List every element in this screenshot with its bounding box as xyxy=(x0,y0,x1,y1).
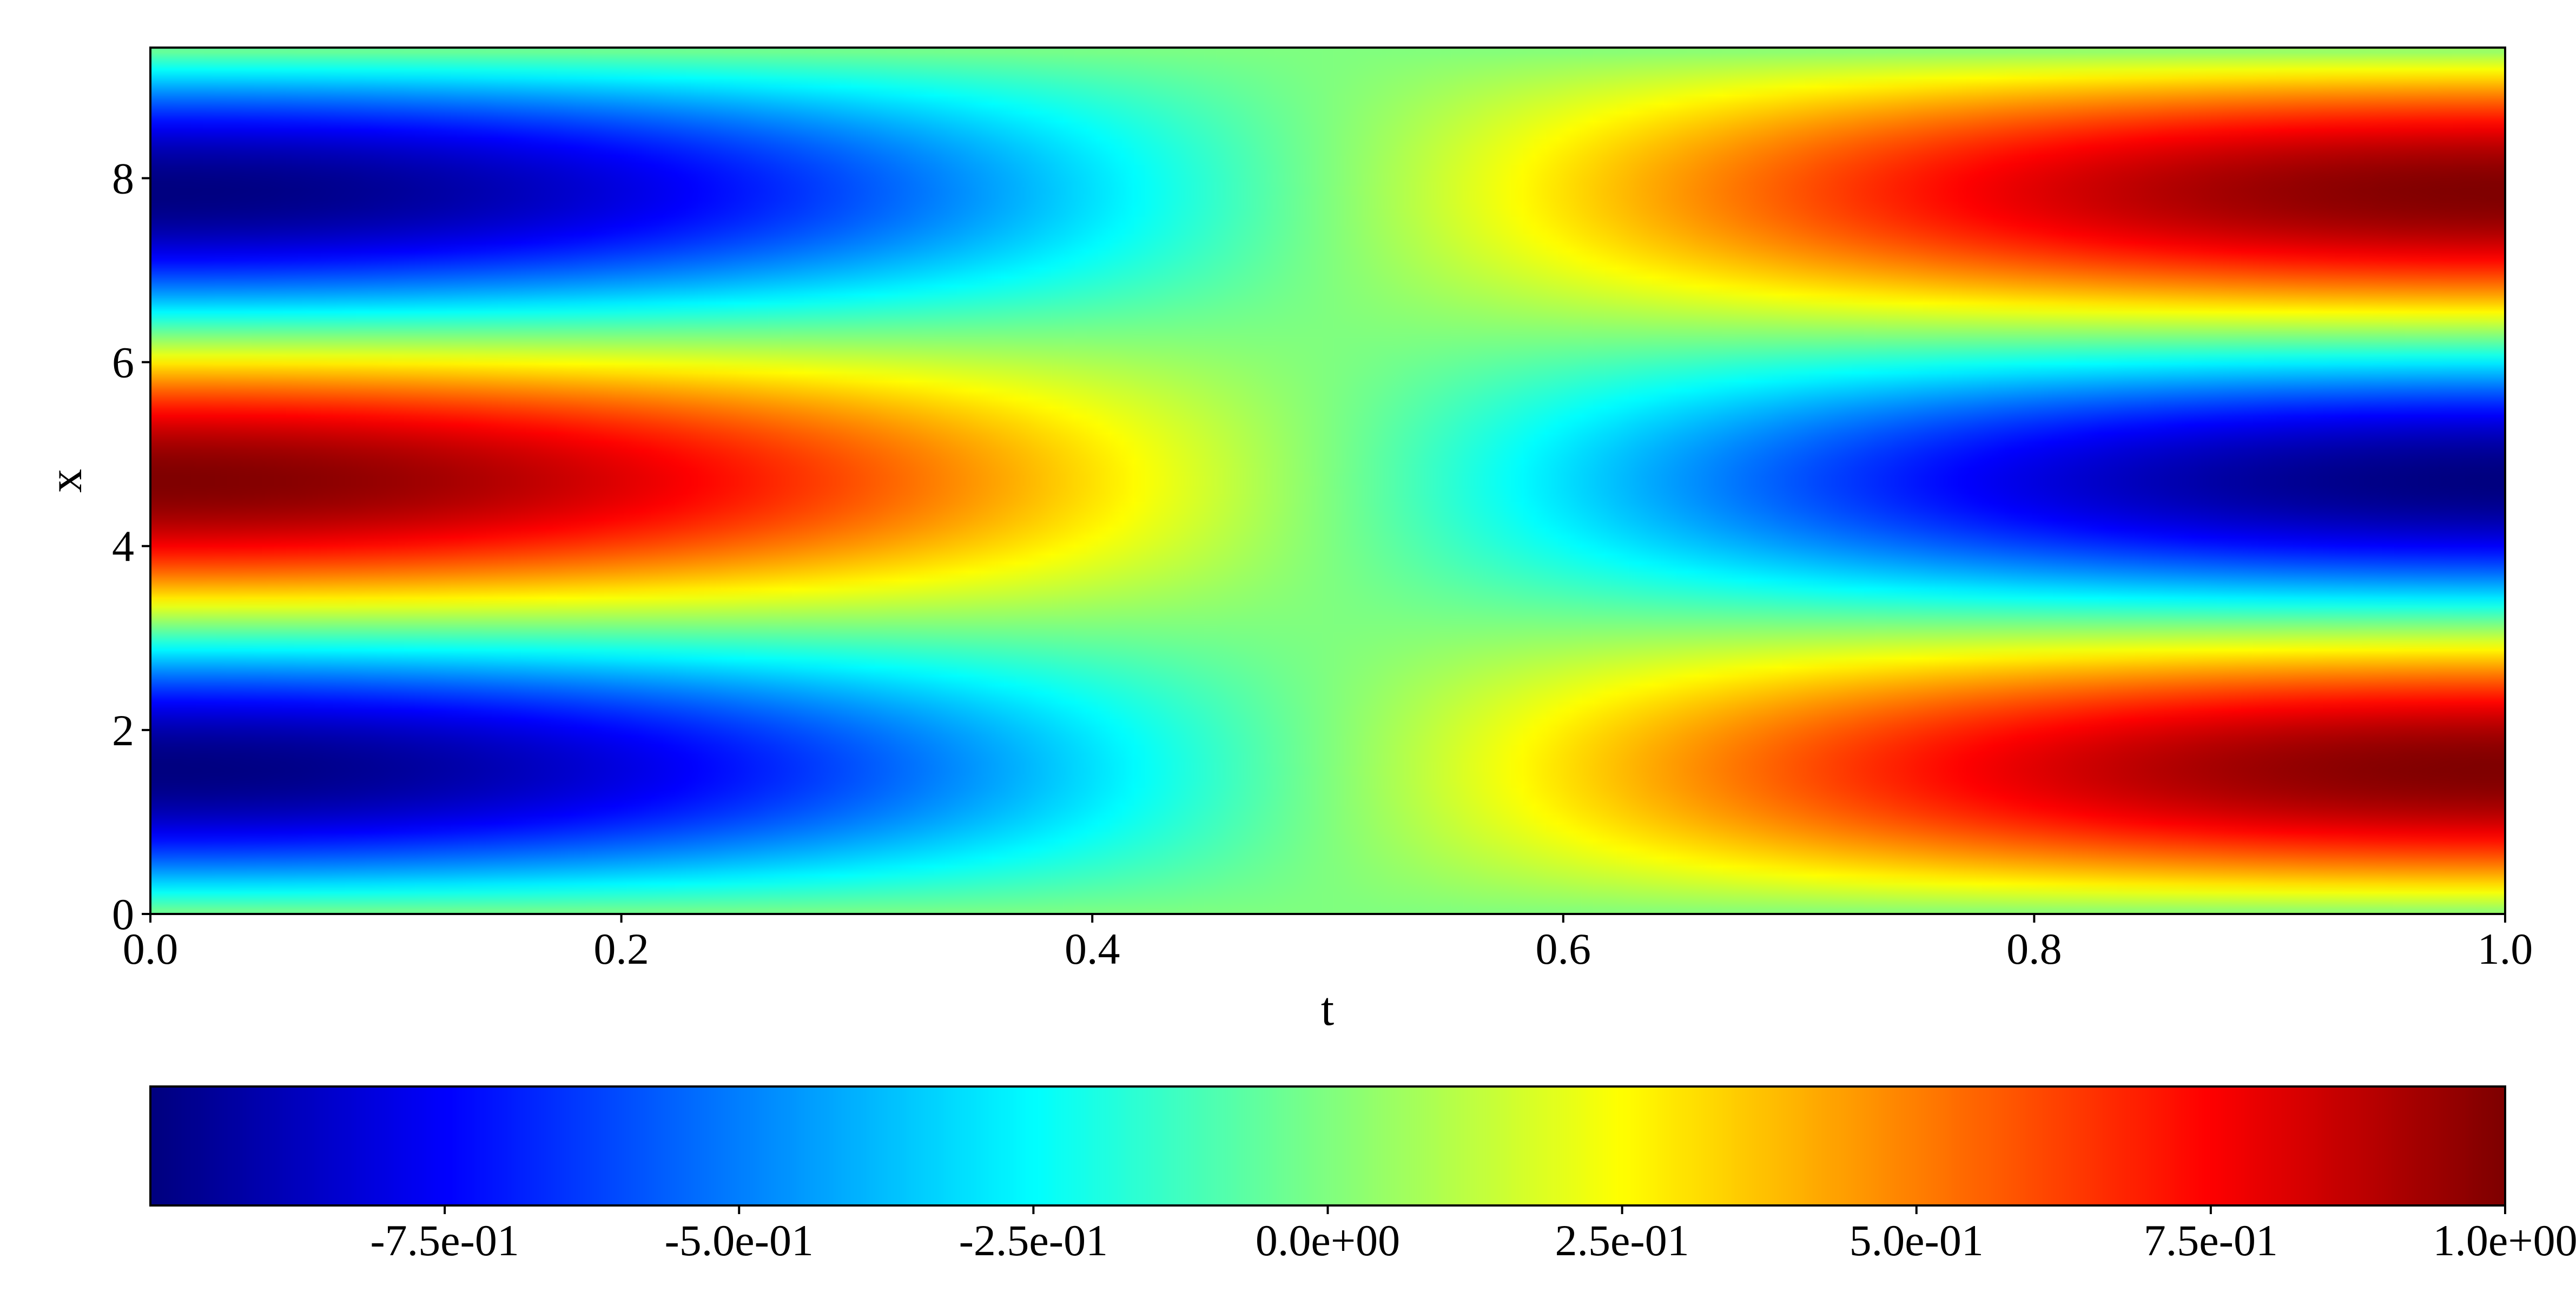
y-axis-ticks: 0 2 4 6 8 xyxy=(112,154,150,939)
heatmap-image xyxy=(150,48,2505,914)
colorbar-tick-label: 2.5e-01 xyxy=(1555,1216,1689,1265)
heatmap-plot-area xyxy=(149,47,2506,915)
colorbar-tick-label: 5.0e-01 xyxy=(1850,1216,1984,1265)
y-axis-label: x xyxy=(39,469,92,493)
colorbar-gradient xyxy=(150,1086,2505,1205)
colorbar-tick-label: -7.5e-01 xyxy=(370,1216,519,1265)
colorbar-ticks: -7.5e-01 -5.0e-01 -2.5e-01 0.0e+00 2.5e-01 5.… xyxy=(370,1205,2576,1265)
colorbar-tick-label: 0.0e+00 xyxy=(1256,1216,1400,1265)
x-tick-label: 0.8 xyxy=(2006,924,2062,973)
y-tick-label: 0 xyxy=(112,890,134,939)
colorbar-tick-label: -5.0e-01 xyxy=(664,1216,814,1265)
y-tick-label: 4 xyxy=(112,522,134,571)
x-tick-label: 0.4 xyxy=(1065,924,1120,973)
x-tick-label: 0.6 xyxy=(1536,924,1591,973)
plot-frame xyxy=(149,47,2506,915)
y-tick-label: 8 xyxy=(112,154,134,203)
colorbar xyxy=(149,1085,2506,1207)
colorbar-tick-label: 7.5e-01 xyxy=(2144,1216,2278,1265)
x-tick-label: 1.0 xyxy=(2478,924,2533,973)
x-axis-label: t xyxy=(1321,983,1334,1036)
x-tick-label: 0.0 xyxy=(123,924,179,973)
x-tick-label: 0.2 xyxy=(593,924,649,973)
y-tick-label: 2 xyxy=(112,706,134,755)
y-tick-label: 6 xyxy=(112,338,134,387)
colorbar-tick-label: -2.5e-01 xyxy=(959,1216,1108,1265)
x-axis-ticks: 0.0 0.2 0.4 0.6 0.8 1.0 xyxy=(123,914,2533,973)
colorbar-tick-label: 1.0e+00 xyxy=(2433,1216,2576,1265)
